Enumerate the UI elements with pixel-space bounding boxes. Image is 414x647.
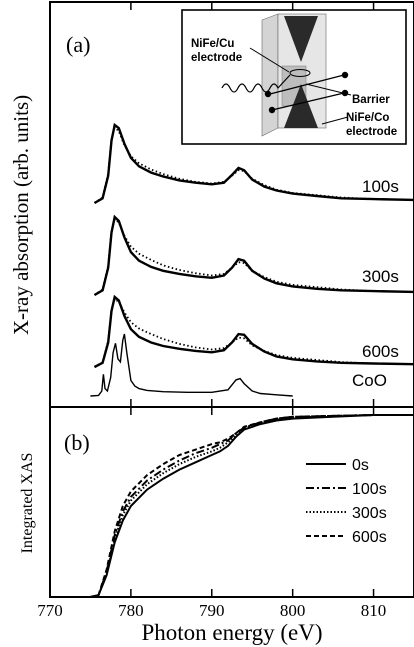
integrated-group bbox=[90, 414, 414, 598]
panel-a-label: (a) bbox=[66, 32, 90, 57]
xray-wave bbox=[221, 74, 291, 93]
electrode-bottom-dot-left bbox=[268, 106, 276, 114]
inset-label-cu: NiFe/Cu electrode bbox=[191, 38, 242, 64]
spectrum-solid-100s bbox=[93, 122, 414, 205]
inset-label-co: NiFe/Co electrode bbox=[346, 112, 397, 138]
spectrum-solid-300s bbox=[93, 214, 414, 297]
spectrum-dotted-300s bbox=[93, 217, 414, 296]
spectrum-dotted-100s bbox=[93, 125, 414, 204]
legend-b: 0s 100s 300s 600s bbox=[306, 457, 387, 546]
integrated-curve-0s bbox=[90, 414, 414, 598]
beam-spot bbox=[289, 69, 311, 77]
legend-label: 100s bbox=[352, 481, 387, 498]
panel-b-frame bbox=[49, 406, 414, 598]
spectrum-dotted-600s bbox=[94, 297, 414, 368]
y-axis-label-a: X-ray absorption (arb. units) bbox=[9, 95, 33, 335]
spectrum-solid-CoO bbox=[90, 333, 293, 397]
integrated-curve-600s bbox=[90, 414, 414, 598]
x-tick-label: 780 bbox=[118, 601, 144, 620]
spectrum-label: 100s bbox=[362, 177, 399, 196]
legend-label: 0s bbox=[352, 457, 369, 474]
panel-b-label: (b) bbox=[64, 430, 90, 455]
device-block-side bbox=[261, 13, 279, 137]
pointer-barrier bbox=[305, 83, 352, 96]
electrode-top-dot-left bbox=[264, 90, 272, 98]
legend-label: 300s bbox=[352, 505, 387, 522]
electrode-bottom-dot-right bbox=[341, 89, 349, 97]
spectrum-label: CoO bbox=[352, 371, 387, 390]
spectrum-label: 600s bbox=[362, 342, 399, 361]
inset-diagram: NiFe/Cu electrode Barrier NiFe/Co electr… bbox=[181, 9, 407, 145]
integrated-curve-100s bbox=[90, 414, 414, 598]
legend-label: 600s bbox=[352, 529, 387, 546]
x-tick-label: 800 bbox=[280, 601, 306, 620]
x-axis-ticks: 770 780 790 800 810 bbox=[37, 2, 386, 620]
electrode-bottom-wire bbox=[271, 92, 345, 111]
pointer-cu bbox=[249, 47, 290, 73]
inset-label-barrier: Barrier bbox=[352, 94, 390, 106]
beam-cone-top bbox=[284, 16, 318, 62]
x-tick-label: 810 bbox=[361, 601, 387, 620]
x-axis-label: Photon energy (eV) bbox=[142, 620, 323, 645]
x-tick-label: 770 bbox=[37, 601, 63, 620]
spectrum-solid-600s bbox=[93, 294, 414, 369]
beam-cone-bottom bbox=[284, 84, 318, 128]
electrode-top-dot-right bbox=[341, 71, 349, 79]
pointer-co bbox=[321, 116, 349, 125]
spectra-group: 100s 300s 600s CoO bbox=[90, 122, 414, 397]
spectrum-label: 300s bbox=[362, 267, 399, 286]
x-tick-label: 790 bbox=[199, 601, 225, 620]
y-axis-label-b: Integrated XAS bbox=[19, 453, 36, 554]
